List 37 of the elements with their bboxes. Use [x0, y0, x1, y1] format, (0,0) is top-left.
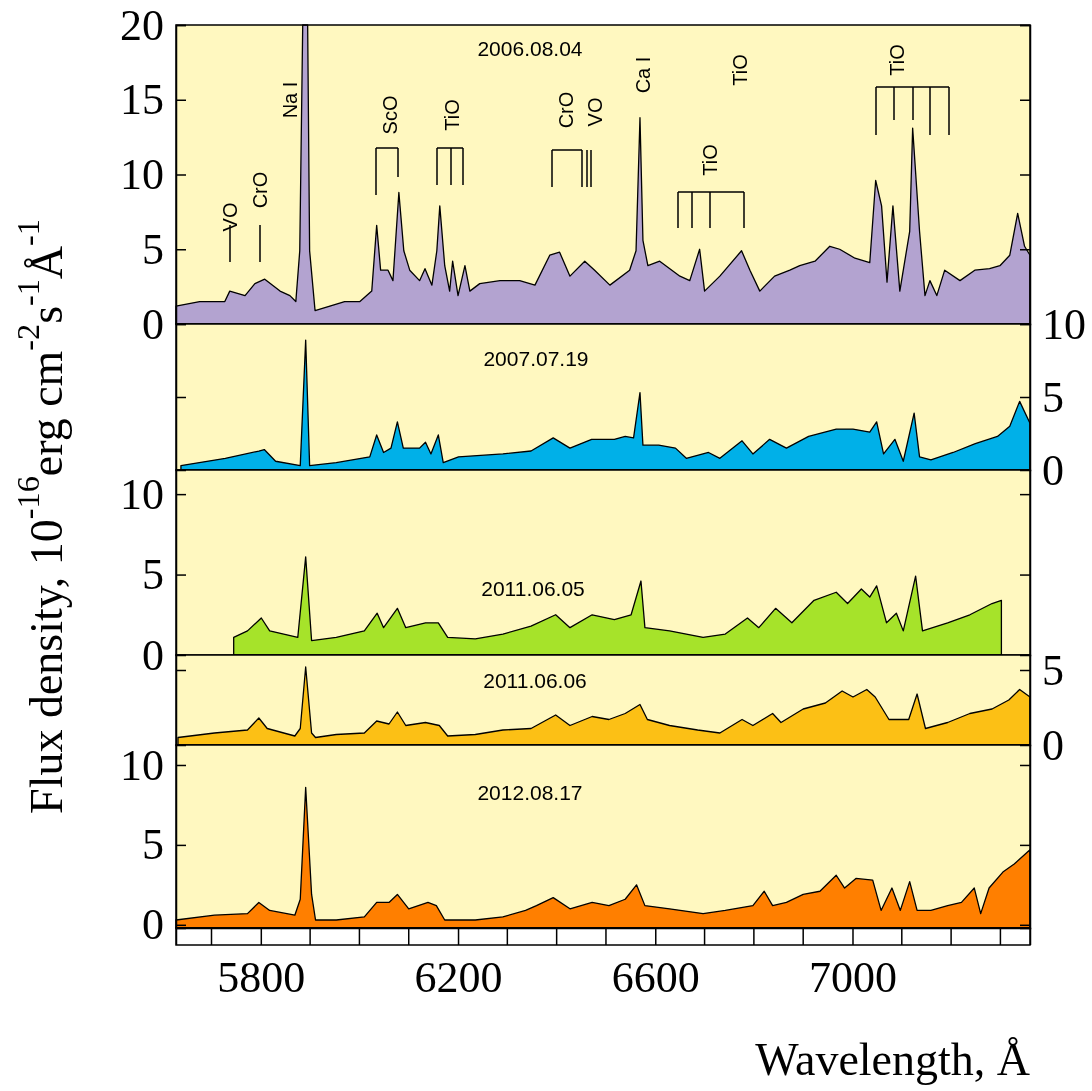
annotation: CrO — [555, 91, 577, 129]
x-tick-label: 7000 — [808, 953, 897, 1003]
text: 2011.06.06 — [483, 668, 587, 692]
annotation: TiO — [441, 99, 463, 131]
text: 2006.08.04 — [477, 36, 583, 60]
y2-tick-label: 10 — [1042, 299, 1086, 349]
text: 2007.07.19 — [483, 346, 589, 370]
x-tick-label: 6200 — [414, 953, 503, 1003]
text: 2012.08.17 — [477, 780, 583, 804]
x-tick-label: 6600 — [611, 953, 700, 1003]
y-tick-label: 10 — [120, 150, 164, 200]
y-tick-label: 20 — [120, 0, 164, 50]
y-tick-label: 0 — [142, 299, 164, 349]
y-tick-label: 5 — [142, 550, 164, 600]
annotation: TiO — [699, 144, 721, 176]
y-tick-label: 0 — [142, 900, 164, 950]
x-axis-title: Wavelength, Å — [755, 1034, 1030, 1085]
y-tick-label: 10 — [120, 740, 164, 790]
annotation: CrO — [249, 171, 271, 209]
annotation: TiO — [729, 54, 751, 86]
y-tick-label: 15 — [120, 75, 164, 125]
y-tick-label: 5 — [142, 820, 164, 870]
annotation: Ca I — [632, 56, 654, 94]
y-tick-label: 5 — [142, 224, 164, 274]
annotation: ScO — [379, 95, 401, 135]
y2-tick-label: 5 — [1042, 645, 1064, 695]
annotation: TiO — [886, 44, 908, 76]
annotation: Na I — [279, 81, 301, 119]
x-tick-label: 5800 — [217, 953, 306, 1003]
annotation: VO — [584, 97, 606, 127]
y-tick-label: 0 — [142, 630, 164, 680]
y2-tick-label: 0 — [1042, 720, 1064, 770]
y2-tick-label: 0 — [1042, 445, 1064, 495]
text: 2011.06.05 — [481, 576, 585, 600]
y-tick-label: 10 — [120, 469, 164, 519]
annotation: VO — [219, 202, 241, 232]
y2-tick-label: 5 — [1042, 372, 1064, 422]
